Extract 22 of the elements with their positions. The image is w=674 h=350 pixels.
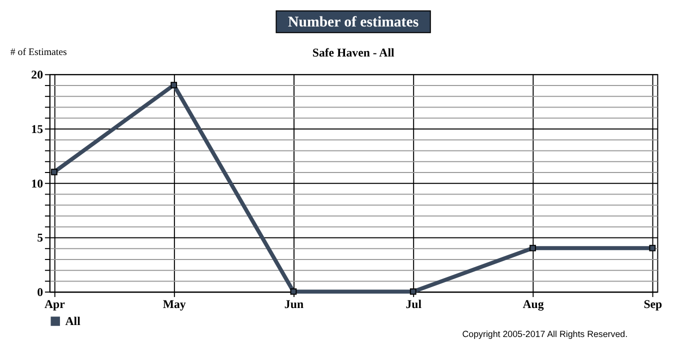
- y-tick-label: 10: [31, 176, 44, 190]
- x-tick-label: Jun: [284, 296, 304, 311]
- legend-label: All: [65, 314, 82, 328]
- x-tick-label: Sep: [644, 296, 663, 311]
- x-tick-label: May: [162, 296, 186, 311]
- x-tick-label: Apr: [44, 296, 65, 311]
- chart-subtitle: Safe Haven - All: [312, 45, 395, 60]
- y-tick-label: 0: [37, 285, 44, 300]
- point: [50, 168, 58, 176]
- y-axis-title: # of Estimates: [10, 46, 68, 58]
- x-tick-label: Aug: [522, 296, 544, 311]
- chart-title: Number of estimates: [288, 14, 419, 31]
- point: [170, 82, 178, 88]
- y-tick-label: 5: [37, 230, 44, 245]
- point: [410, 288, 416, 295]
- y-tick-label: 20: [31, 68, 44, 82]
- x-tick-label: Jul: [406, 296, 422, 311]
- point: [530, 244, 536, 252]
- point: [649, 244, 656, 252]
- text: Copyright 2005-2017 All Rights Reserved.: [462, 329, 628, 340]
- point: [290, 288, 297, 295]
- y-tick-label: 15: [31, 122, 44, 136]
